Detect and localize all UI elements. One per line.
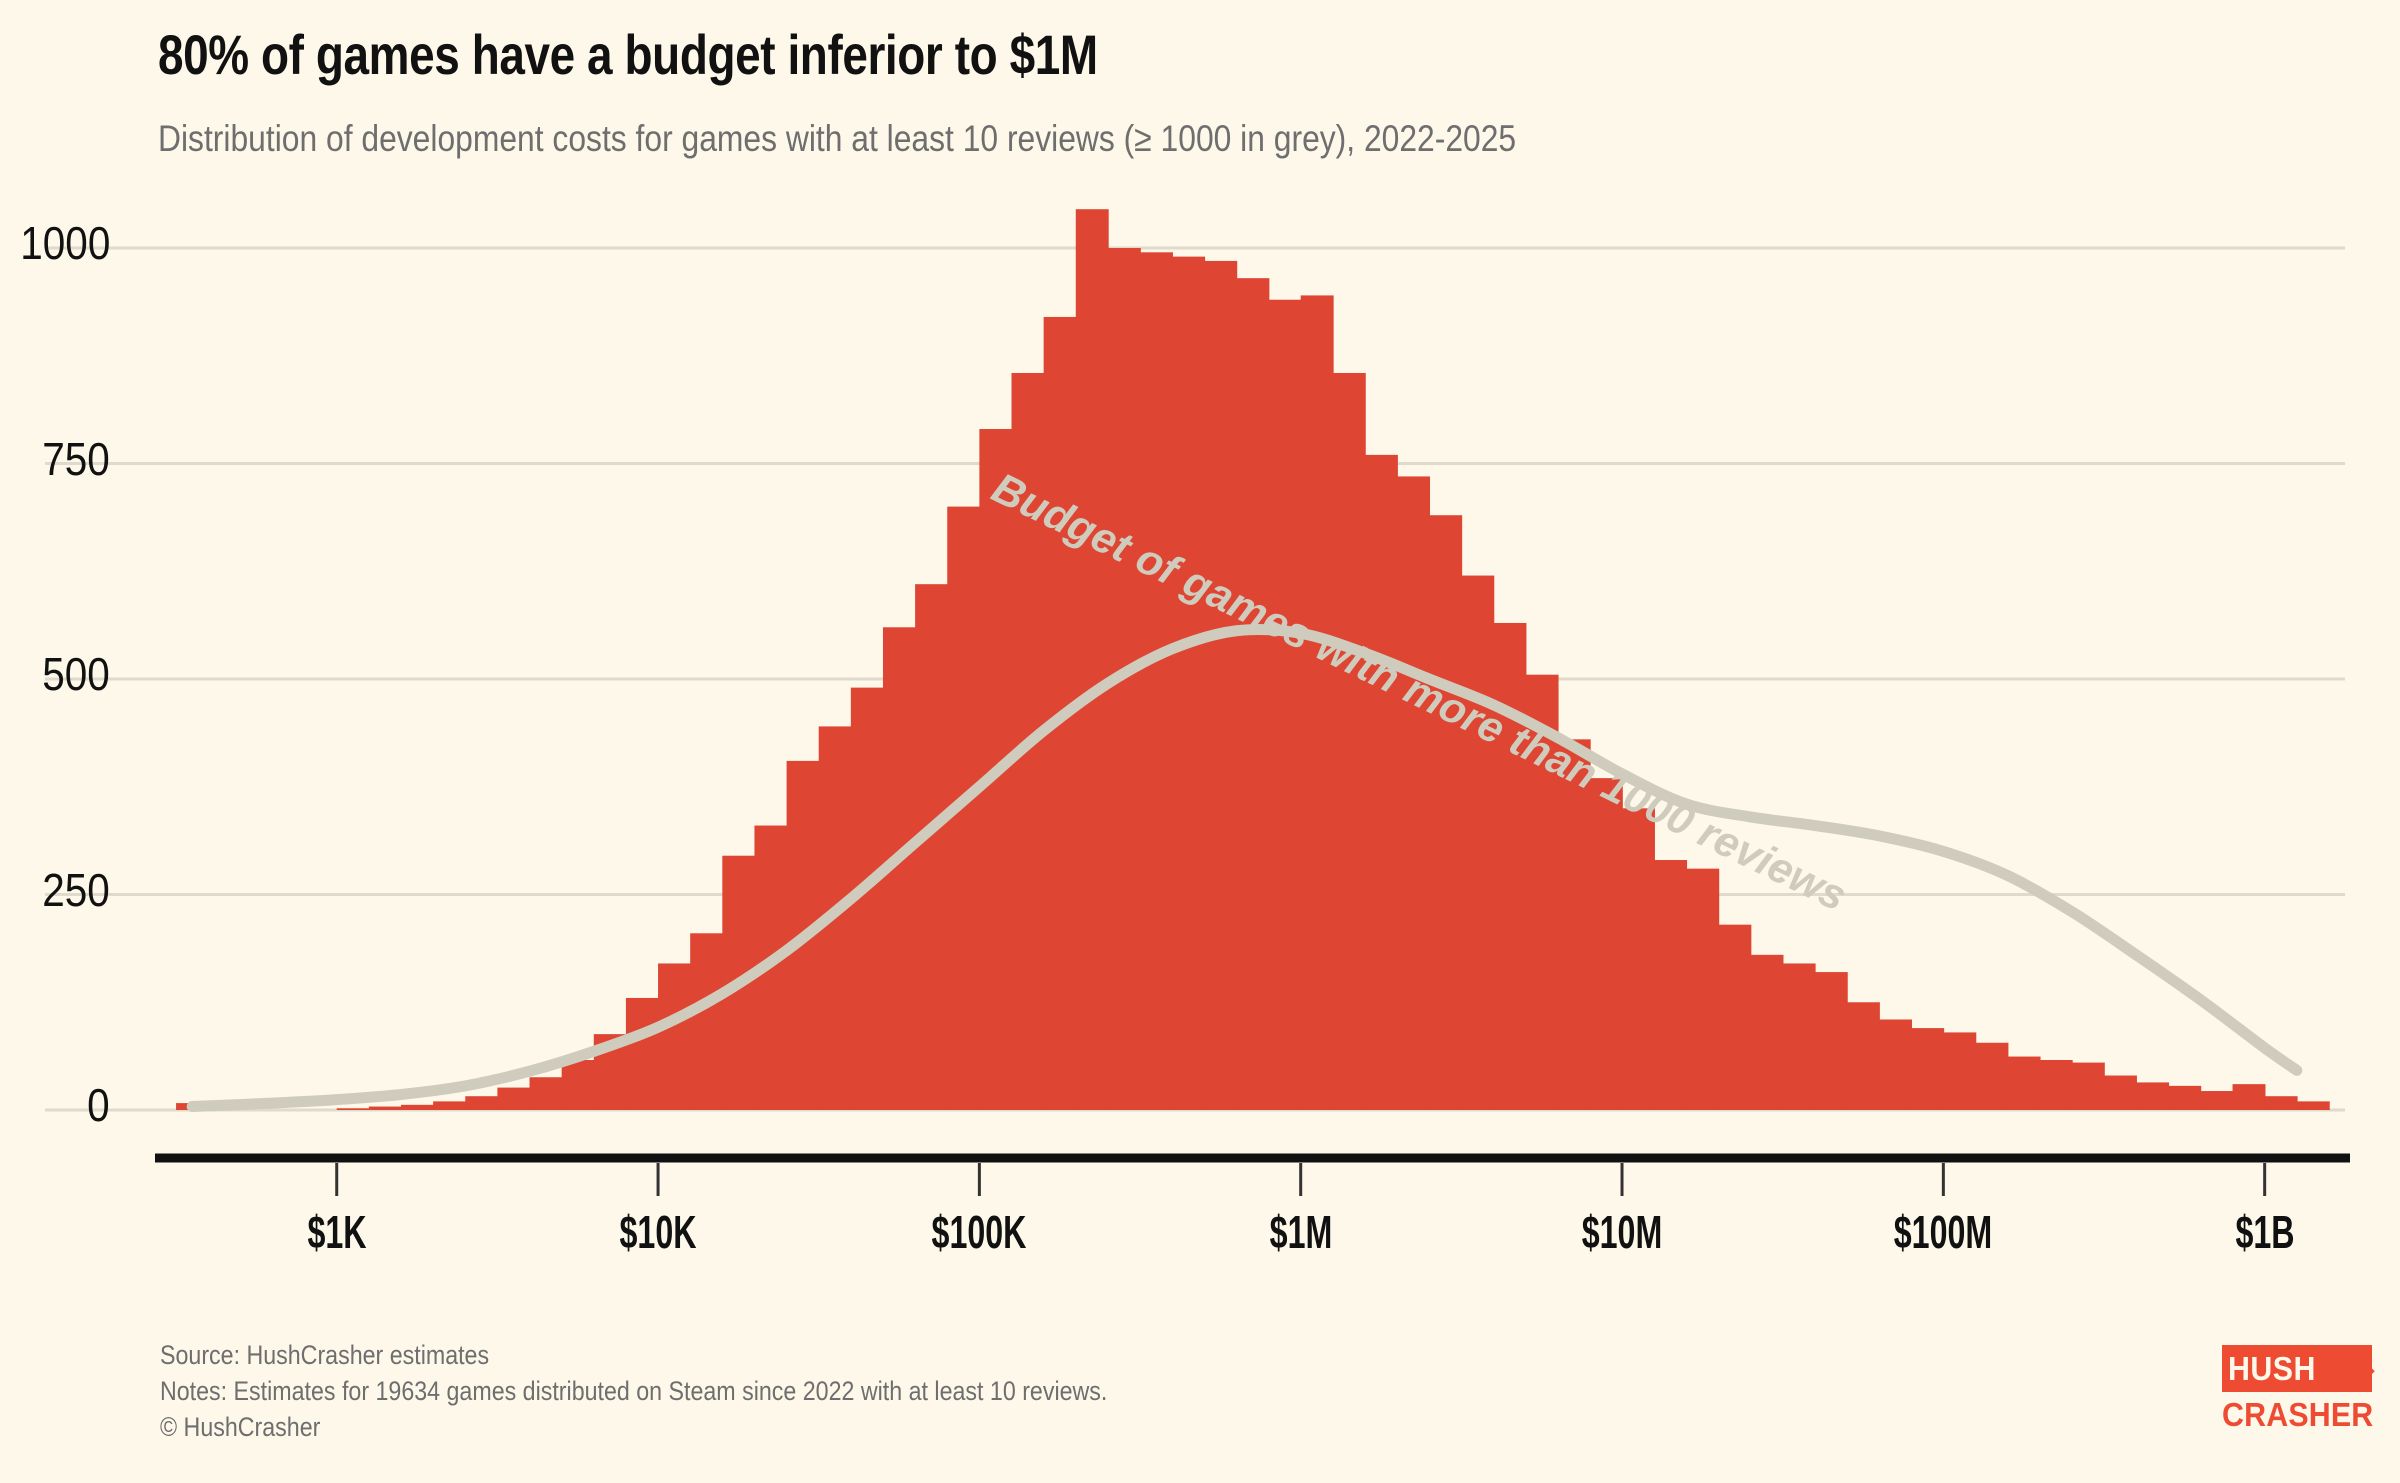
page-title: 80% of games have a budget inferior to $… (158, 23, 1098, 86)
page-subtitle: Distribution of development costs for ga… (158, 118, 1517, 159)
histogram-bar (561, 1060, 595, 1110)
histogram-bar (1782, 963, 1816, 1110)
histogram-bar (2007, 1056, 2041, 1110)
bars-series (176, 209, 2330, 1111)
histogram-bar (1750, 954, 1784, 1110)
histogram-bar (497, 1087, 531, 1110)
histogram-bar (2232, 1084, 2266, 1110)
histogram-bar (336, 1108, 370, 1110)
histogram-bar (1589, 778, 1623, 1110)
histogram-bar (1364, 454, 1398, 1110)
histogram-bar (465, 1096, 499, 1110)
footer-note: Notes: Estimates for 19634 games distrib… (160, 1376, 1108, 1406)
x-axis-tick-label: $1M (1269, 1206, 1333, 1258)
histogram-bar (1397, 476, 1431, 1110)
histogram-bar (1236, 278, 1270, 1110)
footer-source: Source: HushCrasher estimates (160, 1340, 490, 1370)
histogram-bar (1654, 860, 1688, 1110)
histogram-bar (1718, 924, 1752, 1110)
logo-hush-text: HUSH (2228, 1349, 2316, 1387)
histogram-bar (1879, 1019, 1913, 1110)
histogram-bar (2296, 1101, 2330, 1110)
x-axis-tick-label: $1K (307, 1206, 367, 1258)
histogram-bar (1525, 674, 1559, 1110)
histogram-bar (1172, 256, 1206, 1110)
hushcrasher-logo: HUSH CRASHER (2222, 1345, 2375, 1450)
histogram-bar (1911, 1028, 1945, 1110)
y-axis-tick-label: 250 (42, 863, 110, 916)
histogram-bar (2200, 1091, 2234, 1110)
histogram-bar (1429, 515, 1463, 1110)
histogram-bar (690, 933, 724, 1110)
histogram-bar (529, 1077, 563, 1110)
logo-crasher-text: CRASHER (2222, 1396, 2374, 1433)
y-axis-tick-label: 0 (87, 1079, 110, 1131)
histogram-bar (400, 1104, 434, 1110)
histogram-bar (1204, 260, 1238, 1110)
histogram-bar (1557, 739, 1591, 1110)
histogram-bar (1846, 1002, 1880, 1110)
histogram-bar (1814, 972, 1848, 1110)
histogram-bar (1332, 372, 1366, 1110)
histogram-bar (915, 584, 949, 1110)
histogram-bar (1075, 209, 1109, 1110)
pickaxe-icon (2334, 1348, 2375, 1385)
histogram-bar (2071, 1062, 2105, 1110)
x-axis-ticks (335, 1163, 2267, 1196)
histogram-bar (2104, 1075, 2137, 1110)
x-axis-tick-label: $100K (931, 1206, 1027, 1258)
histogram-bar (1975, 1042, 2009, 1110)
histogram-bar (1300, 295, 1334, 1110)
histogram-bar (1686, 868, 1720, 1110)
histogram-bar (2168, 1085, 2202, 1110)
y-axis-tick-label: 500 (42, 648, 110, 700)
histogram-bar (1493, 622, 1527, 1110)
histogram-bar (1943, 1032, 1977, 1110)
y-axis-tick-label: 1000 (19, 217, 110, 269)
x-axis-tick-label: $10K (619, 1206, 697, 1258)
footer-copyright: © HushCrasher (160, 1412, 321, 1442)
histogram-bar (1461, 575, 1495, 1110)
footer-notes: Source: HushCrasher estimates Notes: Est… (160, 1337, 1107, 1445)
histogram-bar (1140, 252, 1173, 1110)
histogram-bar (368, 1106, 402, 1110)
histogram-bar (433, 1101, 467, 1110)
y-axis-tick-label: 750 (42, 432, 110, 485)
x-axis-tick-label: $10M (1581, 1206, 1663, 1258)
histogram-bar (2136, 1082, 2170, 1110)
histogram-bar (625, 997, 659, 1110)
x-axis-tick-label: $100M (1894, 1206, 1993, 1258)
x-axis-tick-label: $1B (2235, 1206, 2295, 1258)
logo-top-block: HUSH (2222, 1345, 2375, 1392)
histogram-bar (2039, 1060, 2073, 1110)
histogram-bar (1268, 299, 1302, 1111)
histogram-bar (2264, 1096, 2298, 1110)
histogram-bar (1622, 808, 1655, 1110)
grey-density-curve (186, 623, 2303, 1113)
histogram-bar (658, 963, 691, 1110)
